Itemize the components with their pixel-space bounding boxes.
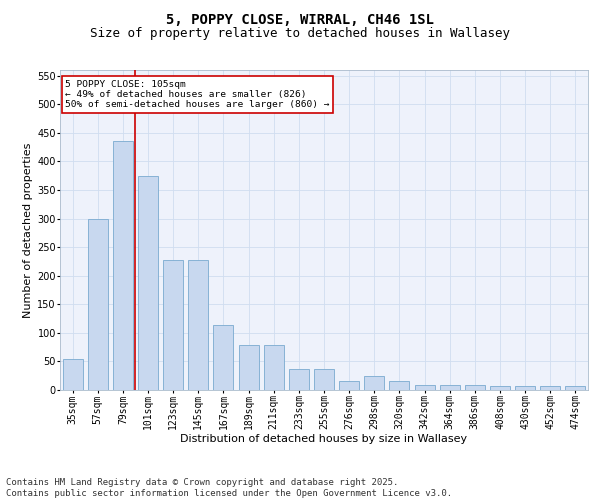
Bar xyxy=(214,326,233,390)
X-axis label: Distribution of detached houses by size in Wallasey: Distribution of detached houses by size … xyxy=(181,434,467,444)
Bar xyxy=(565,386,586,390)
Bar xyxy=(339,382,359,390)
Bar xyxy=(314,369,334,390)
Text: Size of property relative to detached houses in Wallasey: Size of property relative to detached ho… xyxy=(90,28,510,40)
Text: 5, POPPY CLOSE, WIRRAL, CH46 1SL: 5, POPPY CLOSE, WIRRAL, CH46 1SL xyxy=(166,12,434,26)
Bar xyxy=(515,386,535,390)
Bar xyxy=(389,382,409,390)
Bar xyxy=(263,346,284,390)
Bar xyxy=(113,142,133,390)
Bar xyxy=(364,376,385,390)
Bar xyxy=(415,386,434,390)
Y-axis label: Number of detached properties: Number of detached properties xyxy=(23,142,33,318)
Bar xyxy=(163,260,183,390)
Bar xyxy=(440,386,460,390)
Bar xyxy=(540,386,560,390)
Bar xyxy=(188,260,208,390)
Bar xyxy=(465,386,485,390)
Text: 5 POPPY CLOSE: 105sqm
← 49% of detached houses are smaller (826)
50% of semi-det: 5 POPPY CLOSE: 105sqm ← 49% of detached … xyxy=(65,80,330,110)
Bar xyxy=(138,176,158,390)
Text: Contains HM Land Registry data © Crown copyright and database right 2025.
Contai: Contains HM Land Registry data © Crown c… xyxy=(6,478,452,498)
Bar xyxy=(490,386,510,390)
Bar xyxy=(239,346,259,390)
Bar xyxy=(88,218,108,390)
Bar xyxy=(62,358,83,390)
Bar xyxy=(289,369,309,390)
